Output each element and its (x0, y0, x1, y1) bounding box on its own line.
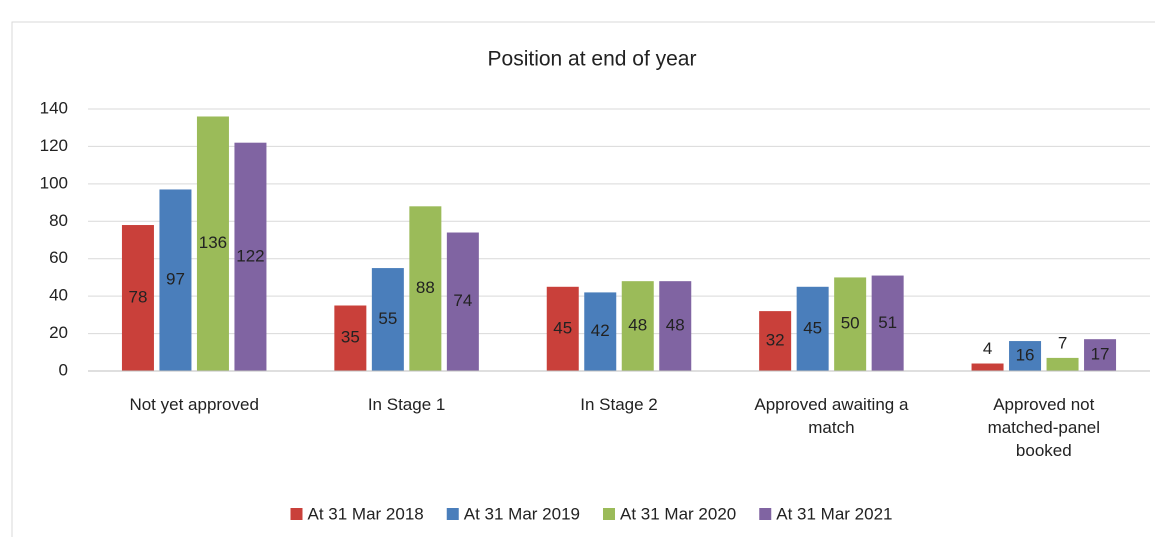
bar (796, 286, 829, 371)
legend-swatch (290, 508, 303, 520)
data-label: 32 (766, 331, 785, 350)
x-tick-label: In Stage 1 (367, 395, 446, 414)
legend-label: At 31 Mar 2020 (620, 504, 736, 523)
bar (871, 275, 904, 371)
legend-swatch (446, 508, 459, 520)
data-label: 45 (553, 318, 572, 337)
data-label: 74 (453, 291, 472, 310)
data-label: 97 (166, 270, 185, 289)
x-tick-label: Approved awaiting a match (754, 395, 909, 437)
chart-title: Position at end of year (488, 48, 697, 71)
data-label: 7 (1058, 333, 1067, 352)
data-label: 17 (1091, 345, 1110, 364)
data-label: 35 (341, 328, 360, 347)
bar (196, 116, 229, 371)
bar (409, 206, 442, 371)
y-tick-label: 100 (40, 173, 68, 192)
bar (584, 292, 617, 371)
y-tick-label: 60 (49, 248, 68, 267)
bar (1009, 341, 1042, 371)
data-label: 42 (591, 321, 610, 340)
chart-border (11, 21, 1155, 537)
legend-label: At 31 Mar 2018 (308, 504, 424, 523)
x-tick-label: In Stage 2 (580, 395, 658, 414)
data-label: 55 (378, 309, 397, 328)
data-label: 4 (983, 339, 992, 358)
bar (446, 232, 479, 371)
y-tick-label: 20 (49, 323, 68, 342)
bar (621, 281, 654, 371)
bar (234, 142, 267, 371)
y-tick-label: 0 (59, 360, 68, 379)
bar (159, 189, 192, 371)
bar (121, 225, 154, 371)
data-label: 78 (128, 287, 147, 306)
bar (1084, 339, 1117, 371)
x-tick-label: Approved not matched-panel booked (987, 395, 1101, 460)
legend-swatch (759, 508, 772, 520)
x-tick-label: Not yet approved (129, 395, 259, 414)
bar (334, 305, 367, 371)
data-label: 88 (416, 278, 435, 297)
data-label: 136 (199, 233, 227, 252)
data-label: 16 (1016, 346, 1035, 365)
bar (371, 268, 404, 371)
legend-label: At 31 Mar 2021 (776, 504, 892, 523)
bar (546, 286, 579, 371)
data-label: 122 (236, 246, 264, 265)
legend-label: At 31 Mar 2019 (464, 504, 580, 523)
bar (759, 311, 792, 371)
data-label: 51 (878, 313, 897, 332)
y-tick-label: 120 (40, 136, 68, 155)
y-tick-label: 80 (49, 211, 68, 230)
bar (1046, 357, 1079, 371)
data-label: 48 (628, 316, 647, 335)
bar (659, 281, 692, 371)
data-label: 48 (666, 316, 685, 335)
bar (834, 277, 867, 371)
y-tick-label: 140 (40, 98, 68, 117)
data-label: 50 (841, 314, 860, 333)
data-label: 45 (803, 318, 822, 337)
y-tick-label: 40 (49, 286, 68, 305)
bar (971, 363, 1004, 371)
legend-swatch (603, 508, 615, 520)
